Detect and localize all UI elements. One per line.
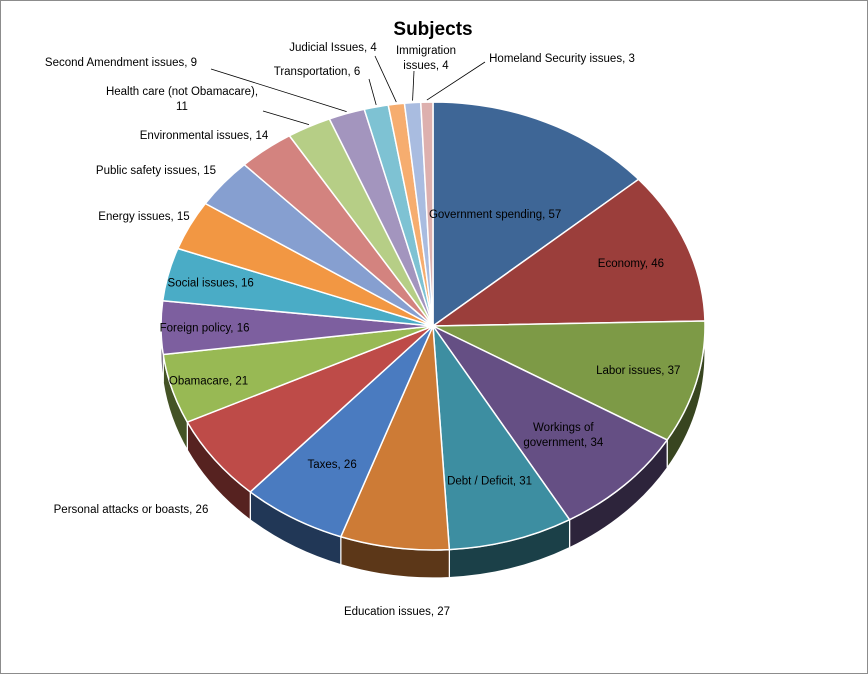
data-label-judicial-issues: Judicial Issues, 4 <box>289 42 377 54</box>
slice-debt-deficit <box>432 325 571 551</box>
data-label-workings-of-government: Workings of government, 34 <box>523 422 604 449</box>
data-label-personal-attacks-or-boasts: Personal attacks or boasts, 26 <box>54 504 209 516</box>
leader-lines <box>210 55 486 126</box>
data-label-taxes: Taxes, 26 <box>308 459 357 471</box>
slice-workings-of-government <box>432 325 668 521</box>
leader-line-second-amendment-issues <box>210 68 347 112</box>
data-label-education-issues: Education issues, 27 <box>344 606 450 618</box>
leader-line-homeland-security-issues <box>426 61 486 101</box>
data-label-government-spending: Government spending, 57 <box>429 209 561 221</box>
data-label-second-amendment-issues: Second Amendment issues, 9 <box>45 57 197 69</box>
data-label-homeland-security-issues: Homeland Security issues, 3 <box>489 53 635 65</box>
data-label-energy-issues: Energy issues, 15 <box>98 211 189 223</box>
data-label-debt-deficit: Debt / Deficit, 31 <box>447 475 532 487</box>
data-label-environmental-issues: Environmental issues, 14 <box>140 130 269 142</box>
data-label-obamacare: Obamacare, 21 <box>169 375 248 387</box>
slice-labor-issues <box>432 320 706 441</box>
leader-line-health-care-not-obamacare <box>262 110 310 126</box>
slice-homeland-security-issues <box>419 101 434 327</box>
slice-economy <box>432 178 706 327</box>
data-label-public-safety-issues: Public safety issues, 15 <box>96 165 216 177</box>
data-label-foreign-policy: Foreign policy, 16 <box>160 322 250 334</box>
data-label-economy: Economy, 46 <box>598 258 664 270</box>
slice-education-issues <box>340 325 451 551</box>
leader-line-immigration-issues <box>412 70 415 101</box>
data-label-social-issues: Social issues, 16 <box>168 278 254 290</box>
leader-line-transportation <box>368 78 377 106</box>
chart-title: Subjects <box>393 19 472 40</box>
data-labels: Government spending, 57 Economy, 46 Labor … <box>45 42 681 618</box>
data-label-immigration-issues: Immigration issues, 4 <box>396 45 456 72</box>
pie-slices <box>160 101 706 551</box>
data-label-transportation: Transportation, 6 <box>274 66 361 78</box>
slice-government-spending <box>432 101 640 327</box>
data-label-labor-issues: Labor issues, 37 <box>596 365 680 377</box>
leader-line-judicial-issues <box>374 55 397 103</box>
data-label-health-care-not-obamacare: Health care (not Obamacare), 11 <box>106 86 258 113</box>
